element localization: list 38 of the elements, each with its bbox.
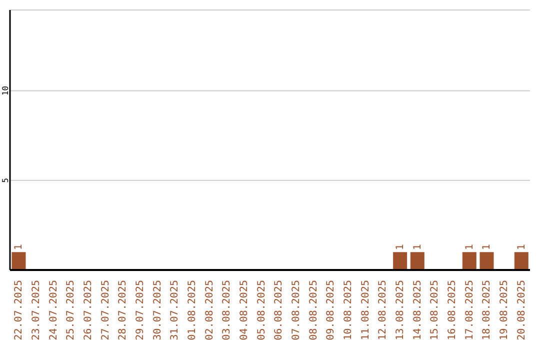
x-tick-label: 19.08.2025 — [499, 280, 510, 340]
y-tick-label: 10 — [1, 86, 10, 96]
x-tick-label: 23.07.2025 — [31, 280, 42, 340]
x-tick-label: 04.08.2025 — [239, 280, 250, 340]
x-tick-label: 16.08.2025 — [447, 280, 458, 340]
data-label: 1 — [482, 244, 493, 250]
x-tick-label: 05.08.2025 — [256, 280, 268, 340]
x-tick-label: 25.07.2025 — [66, 280, 77, 340]
data-label: 1 — [412, 244, 424, 250]
x-tick-label: 31.07.2025 — [170, 280, 181, 340]
x-tick-label: 14.08.2025 — [412, 280, 424, 340]
x-tick-label: 12.08.2025 — [378, 280, 389, 340]
data-label: 1 — [395, 244, 406, 250]
x-tick-label: 10.08.2025 — [343, 280, 354, 340]
x-tick-label: 20.08.2025 — [516, 280, 528, 340]
x-tick-label: 07.08.2025 — [291, 280, 302, 340]
x-tick-label: 17.08.2025 — [464, 280, 476, 340]
x-tick-label: 08.08.2025 — [308, 280, 320, 340]
x-tick-label: 02.08.2025 — [204, 280, 216, 340]
x-tick-label: 30.07.2025 — [152, 280, 164, 340]
data-label: 1 — [14, 244, 25, 250]
data-label: 1 — [464, 244, 476, 250]
x-tick-label: 26.07.2025 — [83, 280, 94, 340]
x-tick-label: 15.08.2025 — [430, 280, 441, 340]
x-tick-label: 03.08.2025 — [222, 280, 233, 340]
x-tick-label: 01.08.2025 — [187, 280, 198, 340]
x-tick-label: 24.07.2025 — [48, 280, 60, 340]
x-tick-label: 29.07.2025 — [135, 280, 146, 340]
x-tick-label: 11.08.2025 — [360, 280, 372, 340]
x-tick-label: 22.07.2025 — [14, 280, 25, 340]
x-tick-label: 18.08.2025 — [482, 280, 493, 340]
x-tick-label: 09.08.2025 — [326, 280, 337, 340]
y-tick-label: 5 — [1, 178, 10, 183]
x-tick-label: 28.07.2025 — [118, 280, 129, 340]
x-tick-label: 06.08.2025 — [274, 280, 285, 340]
x-tick-label: 27.07.2025 — [100, 280, 112, 340]
data-label: 1 — [516, 244, 528, 250]
x-tick-label: 13.08.2025 — [395, 280, 406, 340]
